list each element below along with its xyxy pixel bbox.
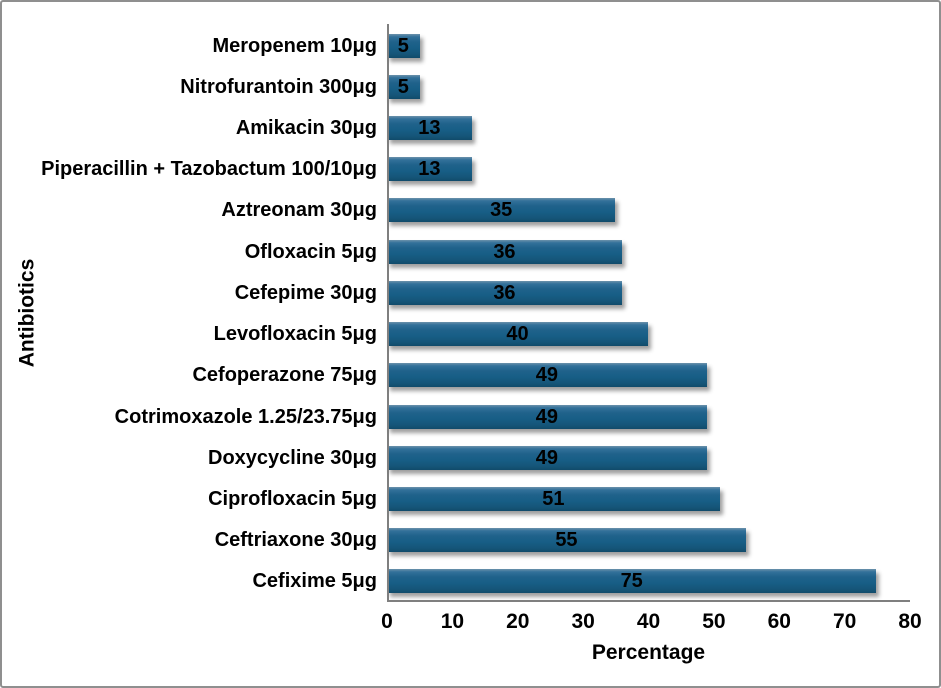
bar: 75 [387, 569, 877, 594]
bar-row: Amikacin 30μg 13 [2, 107, 909, 148]
category-label: Cefoperazone 75μg [192, 364, 377, 387]
bar-row: Cefixime 5μg 75 [2, 561, 909, 602]
bar-row: Doxycycline 30μg 49 [2, 437, 909, 478]
bar-track: 49 [387, 445, 909, 470]
y-axis-line [387, 24, 389, 602]
bar-track: 35 [387, 198, 909, 223]
category-label: Aztreonam 30μg [221, 199, 377, 222]
bar: 51 [387, 487, 720, 512]
bar: 49 [387, 404, 707, 429]
bar: 49 [387, 363, 707, 388]
bar-value-label: 35 [490, 199, 513, 222]
bar: 36 [387, 239, 622, 264]
bar: 36 [387, 280, 622, 305]
bar-row: Meropenem 10μg 5 [2, 25, 909, 66]
x-tick-label: 30 [571, 610, 595, 633]
x-tick-label: 0 [381, 610, 393, 633]
bar-row: Cotrimoxazole 1.25/23.75μg 49 [2, 396, 909, 437]
bar-track: 49 [387, 363, 909, 388]
bar-track: 36 [387, 239, 909, 264]
bar: 13 [387, 157, 472, 182]
bar-value-label: 75 [620, 570, 643, 593]
bar-row: Aztreonam 30μg 35 [2, 190, 909, 231]
bar-value-label: 5 [397, 75, 409, 98]
bar: 5 [387, 33, 420, 58]
bar-row: Cefepime 30μg 36 [2, 272, 909, 313]
bar-track: 5 [387, 33, 909, 58]
x-axis-ticks: 0 10 20 30 40 50 60 70 80 [381, 610, 922, 635]
bar: 13 [387, 116, 472, 141]
bar: 35 [387, 198, 616, 223]
bar-value-label: 36 [493, 240, 516, 263]
bar-value-label: 5 [397, 34, 409, 57]
category-label: Ceftriaxone 30μg [214, 529, 377, 552]
bar-row: Ciprofloxacin 5μg 51 [2, 478, 909, 519]
category-label: Ciprofloxacin 5μg [208, 488, 377, 511]
bar-track: 5 [387, 74, 909, 99]
x-tick-label: 20 [506, 610, 530, 633]
bar-value-label: 49 [535, 405, 558, 428]
x-axis-title: Percentage [591, 641, 706, 664]
bar: 5 [387, 74, 420, 99]
bar-track: 51 [387, 487, 909, 512]
x-tick-label: 80 [898, 610, 922, 633]
category-label: Cotrimoxazole 1.25/23.75μg [114, 405, 377, 428]
plot-area: Meropenem 10μg 5 Nitrofurantoin 300μg 5 … [2, 25, 909, 602]
bar-value-label: 13 [418, 158, 441, 181]
x-tick-label: 60 [767, 610, 791, 633]
bar-value-label: 49 [535, 446, 558, 469]
bar-row: Ofloxacin 5μg 36 [2, 231, 909, 272]
bar: 49 [387, 445, 707, 470]
bar-row: Levofloxacin 5μg 40 [2, 314, 909, 355]
bar-row: Cefoperazone 75μg 49 [2, 355, 909, 396]
bar-track: 49 [387, 404, 909, 429]
category-label: Amikacin 30μg [235, 117, 377, 140]
category-label: Meropenem 10μg [212, 34, 377, 57]
category-label: Levofloxacin 5μg [213, 323, 377, 346]
x-tick-label: 40 [636, 610, 661, 633]
bar-value-label: 36 [493, 281, 516, 304]
bar-value-label: 51 [542, 488, 565, 511]
category-label: Piperacillin + Tazobactum 100/10μg [41, 158, 377, 181]
category-label: Cefepime 30μg [234, 281, 377, 304]
category-label: Nitrofurantoin 300μg [180, 75, 377, 98]
bar-row: Ceftriaxone 30μg 55 [2, 520, 909, 561]
bar-track: 36 [387, 280, 909, 305]
category-label: Ofloxacin 5μg [244, 240, 377, 263]
bar-track: 13 [387, 157, 909, 182]
category-label: Cefixime 5μg [252, 570, 377, 593]
bar-track: 13 [387, 116, 909, 141]
bar-value-label: 13 [418, 117, 441, 140]
bar-value-label: 55 [555, 529, 578, 552]
bar-value-label: 40 [506, 323, 529, 346]
category-label: Doxycycline 30μg [208, 446, 377, 469]
bar-track: 40 [387, 322, 909, 347]
bar-value-label: 49 [535, 364, 558, 387]
x-tick-label: 70 [832, 610, 857, 633]
bar-track: 55 [387, 528, 909, 553]
bar: 55 [387, 528, 746, 553]
bar-row: Nitrofurantoin 300μg 5 [2, 66, 909, 107]
bar-track: 75 [387, 569, 909, 594]
x-axis-line [387, 600, 910, 602]
bar-row: Piperacillin + Tazobactum 100/10μg 13 [2, 149, 909, 190]
x-tick-label: 50 [702, 610, 726, 633]
x-tick-label: 10 [440, 610, 465, 633]
bar: 40 [387, 322, 648, 347]
